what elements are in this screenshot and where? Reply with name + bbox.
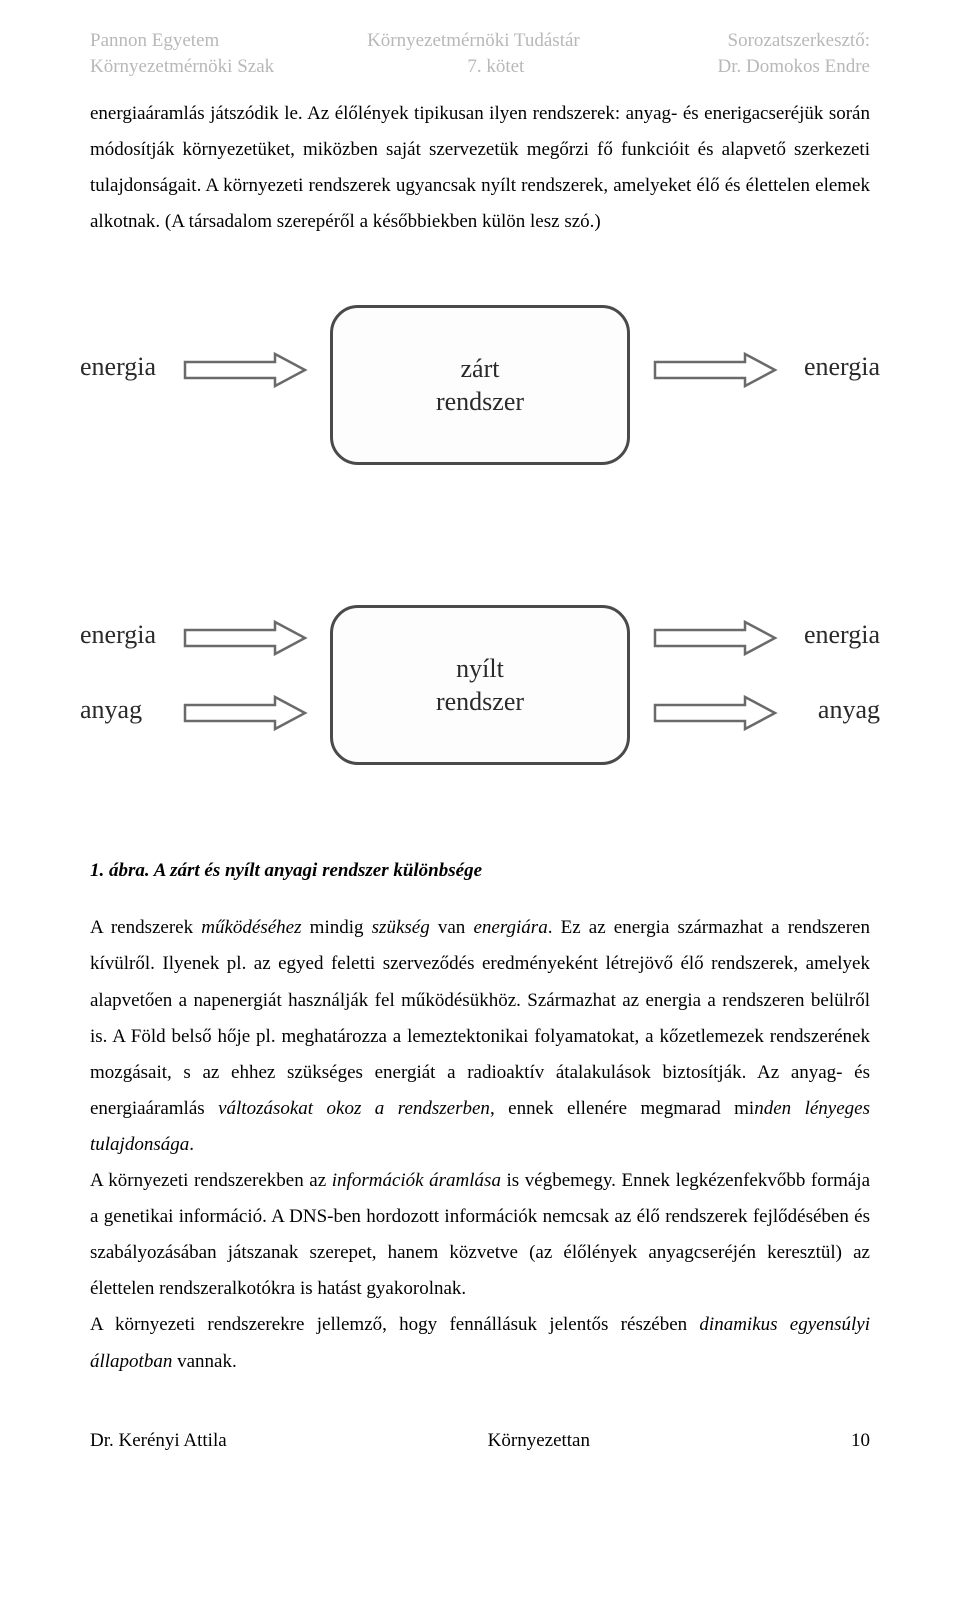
subheader-left: Környezetmérnöki Szak bbox=[90, 56, 274, 78]
paragraph-1: energiaáramlás játszódik le. Az élőlénye… bbox=[90, 96, 870, 240]
page-footer: Dr. Kerényi Attila Környezettan 10 bbox=[90, 1430, 870, 1452]
systems-diagram: energia zárt rendszer energia energia an… bbox=[90, 270, 870, 830]
open-right-label-top: energia bbox=[804, 620, 880, 650]
closed-left-label: energia bbox=[80, 352, 156, 382]
arrow-icon bbox=[180, 350, 310, 390]
closed-right-label: energia bbox=[804, 352, 880, 382]
subheader-right: Dr. Domokos Endre bbox=[717, 56, 870, 78]
footer-left: Dr. Kerényi Attila bbox=[90, 1430, 227, 1452]
closed-box-line2: rendszer bbox=[436, 385, 524, 419]
header-right: Sorozatszerkesztő: bbox=[728, 30, 870, 52]
open-system-box: nyílt rendszer bbox=[330, 605, 630, 765]
footer-right: 10 bbox=[851, 1430, 870, 1452]
arrow-icon bbox=[650, 350, 780, 390]
open-left-label-bottom: anyag bbox=[80, 695, 142, 725]
closed-box-line1: zárt bbox=[461, 352, 500, 386]
header-center: Környezetmérnöki Tudástár bbox=[367, 30, 580, 52]
page-subheader: Környezetmérnöki Szak 7. kötet Dr. Domok… bbox=[90, 56, 870, 78]
figure-caption: 1. ábra. A zárt és nyílt anyagi rendszer… bbox=[90, 860, 870, 882]
arrow-icon bbox=[180, 693, 310, 733]
open-box-line1: nyílt bbox=[456, 652, 504, 686]
page-header: Pannon Egyetem Környezetmérnöki Tudástár… bbox=[90, 30, 870, 52]
paragraph-3: A környezeti rendszerekben az információ… bbox=[90, 1163, 870, 1307]
closed-system-box: zárt rendszer bbox=[330, 305, 630, 465]
arrow-icon bbox=[650, 618, 780, 658]
open-system-block: energia anyag nyílt rendszer energ bbox=[90, 580, 870, 790]
subheader-center: 7. kötet bbox=[467, 56, 524, 78]
footer-center: Környezettan bbox=[488, 1430, 590, 1452]
header-left: Pannon Egyetem bbox=[90, 30, 219, 52]
open-right-label-bottom: anyag bbox=[818, 695, 880, 725]
arrow-icon bbox=[650, 693, 780, 733]
arrow-icon bbox=[180, 618, 310, 658]
paragraph-4: A környezeti rendszerekre jellemző, hogy… bbox=[90, 1307, 870, 1379]
closed-system-block: energia zárt rendszer energia bbox=[90, 280, 870, 490]
paragraph-2: A rendszerek működéséhez mindig szükség … bbox=[90, 910, 870, 1163]
open-left-label-top: energia bbox=[80, 620, 156, 650]
open-box-line2: rendszer bbox=[436, 685, 524, 719]
